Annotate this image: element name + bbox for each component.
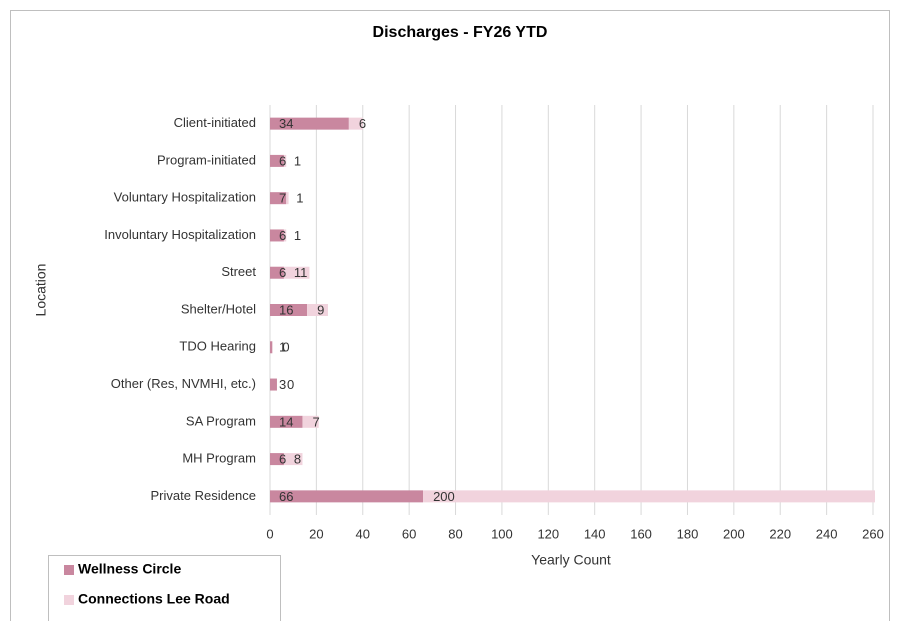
x-tick-label: 140	[584, 526, 606, 541]
data-label: 66	[279, 489, 293, 504]
x-tick-label: 240	[816, 526, 838, 541]
data-label: 6	[279, 153, 286, 168]
bar-segment	[270, 490, 424, 503]
bars	[270, 117, 875, 503]
data-label: 34	[279, 116, 293, 131]
legend: Wellness Circle Connections Lee Road	[64, 561, 230, 607]
data-label: 9	[317, 302, 324, 317]
y-tick-label: SA Program	[186, 413, 256, 428]
legend-swatch	[64, 595, 74, 605]
x-tick-label: 20	[309, 526, 323, 541]
data-label: 6	[279, 265, 286, 280]
data-label: 6	[279, 452, 286, 467]
data-label: 0	[282, 340, 289, 355]
x-tick-label: 260	[862, 526, 884, 541]
bar-segment	[286, 192, 289, 205]
bar-segment	[270, 341, 273, 354]
y-tick-label: Street	[221, 264, 256, 279]
data-label: 7	[279, 191, 286, 206]
legend-label: Connections Lee Road	[78, 591, 230, 607]
y-tick-label: Other (Res, NVMHI, etc.)	[111, 376, 256, 391]
data-label: 1	[294, 228, 301, 243]
x-tick-label: 220	[769, 526, 791, 541]
y-tick-label: Shelter/Hotel	[181, 301, 256, 316]
bar-segment	[302, 415, 319, 428]
data-label: 11	[294, 265, 308, 280]
grid	[269, 105, 874, 515]
data-label: 7	[312, 414, 319, 429]
data-label: 6	[359, 116, 366, 131]
bar-segment	[270, 192, 287, 205]
bar-segment	[270, 229, 284, 242]
chart-title: Discharges - FY26 YTD	[373, 24, 548, 41]
y-tick-label: Voluntary Hospitalization	[114, 190, 256, 205]
legend-swatch	[64, 565, 74, 575]
bar-segment	[307, 304, 328, 316]
data-label: 200	[433, 489, 455, 504]
x-tick-label: 100	[491, 526, 513, 541]
legend-box	[48, 555, 281, 621]
bar-segment	[270, 453, 284, 466]
y-axis-title: Location	[33, 264, 49, 317]
data-label: 8	[294, 452, 301, 467]
y-tick-label: Private Residence	[151, 488, 257, 503]
x-tick-label: 40	[356, 526, 370, 541]
data-label: 1	[296, 191, 303, 206]
x-axis-title: Yearly Count	[531, 552, 611, 568]
data-label: 1	[294, 153, 301, 168]
y-tick-label: Client-initiated	[174, 115, 256, 130]
x-tick-label: 120	[537, 526, 559, 541]
data-label: 1	[279, 340, 286, 355]
data-label: 6	[279, 228, 286, 243]
bar-segment	[283, 229, 287, 242]
bar-segment	[270, 154, 284, 167]
bar-segment	[270, 378, 277, 391]
bar-segment	[283, 154, 287, 167]
x-tick-label: 0	[266, 526, 273, 541]
x-tick-label: 180	[677, 526, 699, 541]
y-tick-label: Program-initiated	[157, 152, 256, 167]
chart-border	[10, 10, 890, 621]
bar-segment	[348, 117, 363, 130]
data-label: 16	[279, 302, 293, 317]
x-tick-label: 200	[723, 526, 745, 541]
y-tick-label: Involuntary Hospitalization	[104, 227, 256, 242]
x-tick-label: 160	[630, 526, 652, 541]
bar-segment	[270, 304, 308, 316]
legend-label: Wellness Circle	[78, 561, 181, 577]
bar-segment	[283, 266, 310, 279]
labels: 0 20 40 60 80 100 120 140 160 180 200 220 240 260Clie…	[104, 115, 884, 541]
x-tick-label: 80	[448, 526, 462, 541]
y-tick-label: MH Program	[182, 451, 256, 466]
bar-segment	[270, 266, 284, 279]
bar-segment	[423, 490, 875, 503]
bar-segment	[270, 415, 303, 428]
bar-segment	[270, 117, 349, 130]
bar-segment	[283, 453, 303, 466]
y-tick-label: TDO Hearing	[179, 339, 256, 354]
data-label: 3	[279, 377, 286, 392]
data-label: 14	[279, 414, 293, 429]
data-label: 0	[287, 377, 294, 392]
x-tick-label: 60	[402, 526, 416, 541]
